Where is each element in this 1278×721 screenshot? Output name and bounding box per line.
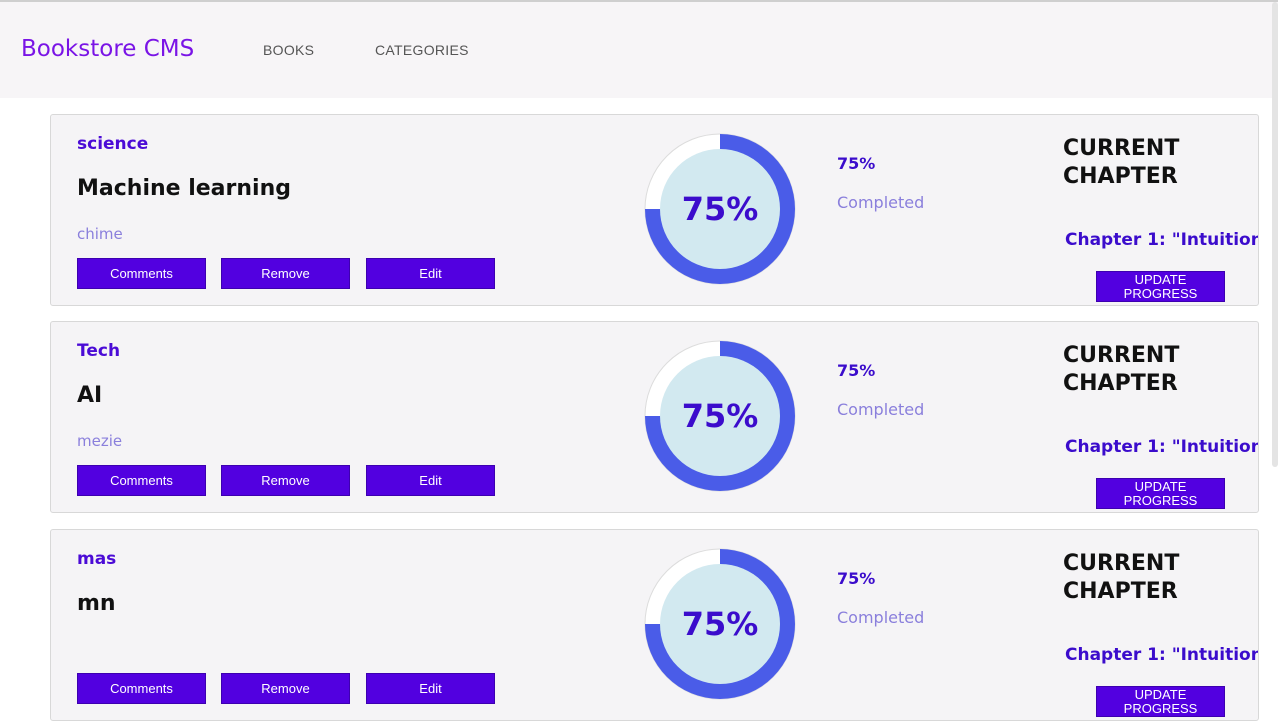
app-header: Bookstore CMS BOOKS CATEGORIES <box>0 2 1278 98</box>
progress-percent: 75% <box>837 361 876 380</box>
current-chapter-heading: CURRENT CHAPTER <box>1063 136 1180 189</box>
remove-button[interactable]: Remove <box>221 258 350 289</box>
progress-ring-percent: 75% <box>681 397 759 435</box>
comments-button[interactable]: Comments <box>77 673 206 704</box>
top-border <box>0 0 1278 2</box>
progress-ring-inner <box>660 149 780 269</box>
progress-ring <box>644 340 796 492</box>
book-category: mas <box>77 549 117 569</box>
current-chapter: Chapter 1: "Intuition" <box>1065 437 1259 457</box>
comments-button[interactable]: Comments <box>77 258 206 289</box>
progress-ring-percent: 75% <box>681 190 759 228</box>
completed-label: Completed <box>837 608 925 627</box>
current-chapter: Chapter 1: "Intuition" <box>1065 645 1259 665</box>
progress-ring <box>644 133 796 285</box>
remove-button[interactable]: Remove <box>221 673 350 704</box>
completed-label: Completed <box>837 193 925 212</box>
book-title: AI <box>77 383 103 408</box>
edit-button[interactable]: Edit <box>366 258 495 289</box>
book-author: chime <box>77 225 123 243</box>
book-card: science Machine learning chime Comments … <box>50 114 1259 306</box>
edit-button[interactable]: Edit <box>366 465 495 496</box>
book-card: mas mn Comments Remove Edit 75% 75% Comp… <box>50 529 1259 721</box>
current-chapter-heading: CURRENT CHAPTER <box>1063 343 1180 396</box>
progress-ring-percent: 75% <box>681 605 759 643</box>
book-title: mn <box>77 591 116 616</box>
update-progress-button[interactable]: UPDATE PROGRESS <box>1096 478 1225 509</box>
update-progress-button[interactable]: UPDATE PROGRESS <box>1096 686 1225 717</box>
book-category: Tech <box>77 341 121 361</box>
remove-button[interactable]: Remove <box>221 465 350 496</box>
book-author: mezie <box>77 432 123 450</box>
progress-ring-inner <box>660 356 780 476</box>
update-progress-button[interactable]: UPDATE PROGRESS <box>1096 271 1225 302</box>
progress-percent: 75% <box>837 569 876 588</box>
edit-button[interactable]: Edit <box>366 673 495 704</box>
progress-percent: 75% <box>837 154 876 173</box>
brand-logo[interactable]: Bookstore CMS <box>21 36 195 62</box>
page-scrollbar[interactable] <box>1272 2 1278 467</box>
book-title: Machine learning <box>77 176 291 201</box>
nav-books-link[interactable]: BOOKS <box>263 42 315 58</box>
current-chapter-heading: CURRENT CHAPTER <box>1063 551 1180 604</box>
nav-categories-link[interactable]: CATEGORIES <box>375 42 469 58</box>
comments-button[interactable]: Comments <box>77 465 206 496</box>
book-card: Tech AI mezie Comments Remove Edit 75% 7… <box>50 321 1259 513</box>
completed-label: Completed <box>837 400 925 419</box>
current-chapter: Chapter 1: "Intuition" <box>1065 230 1259 250</box>
book-category: science <box>77 134 149 154</box>
